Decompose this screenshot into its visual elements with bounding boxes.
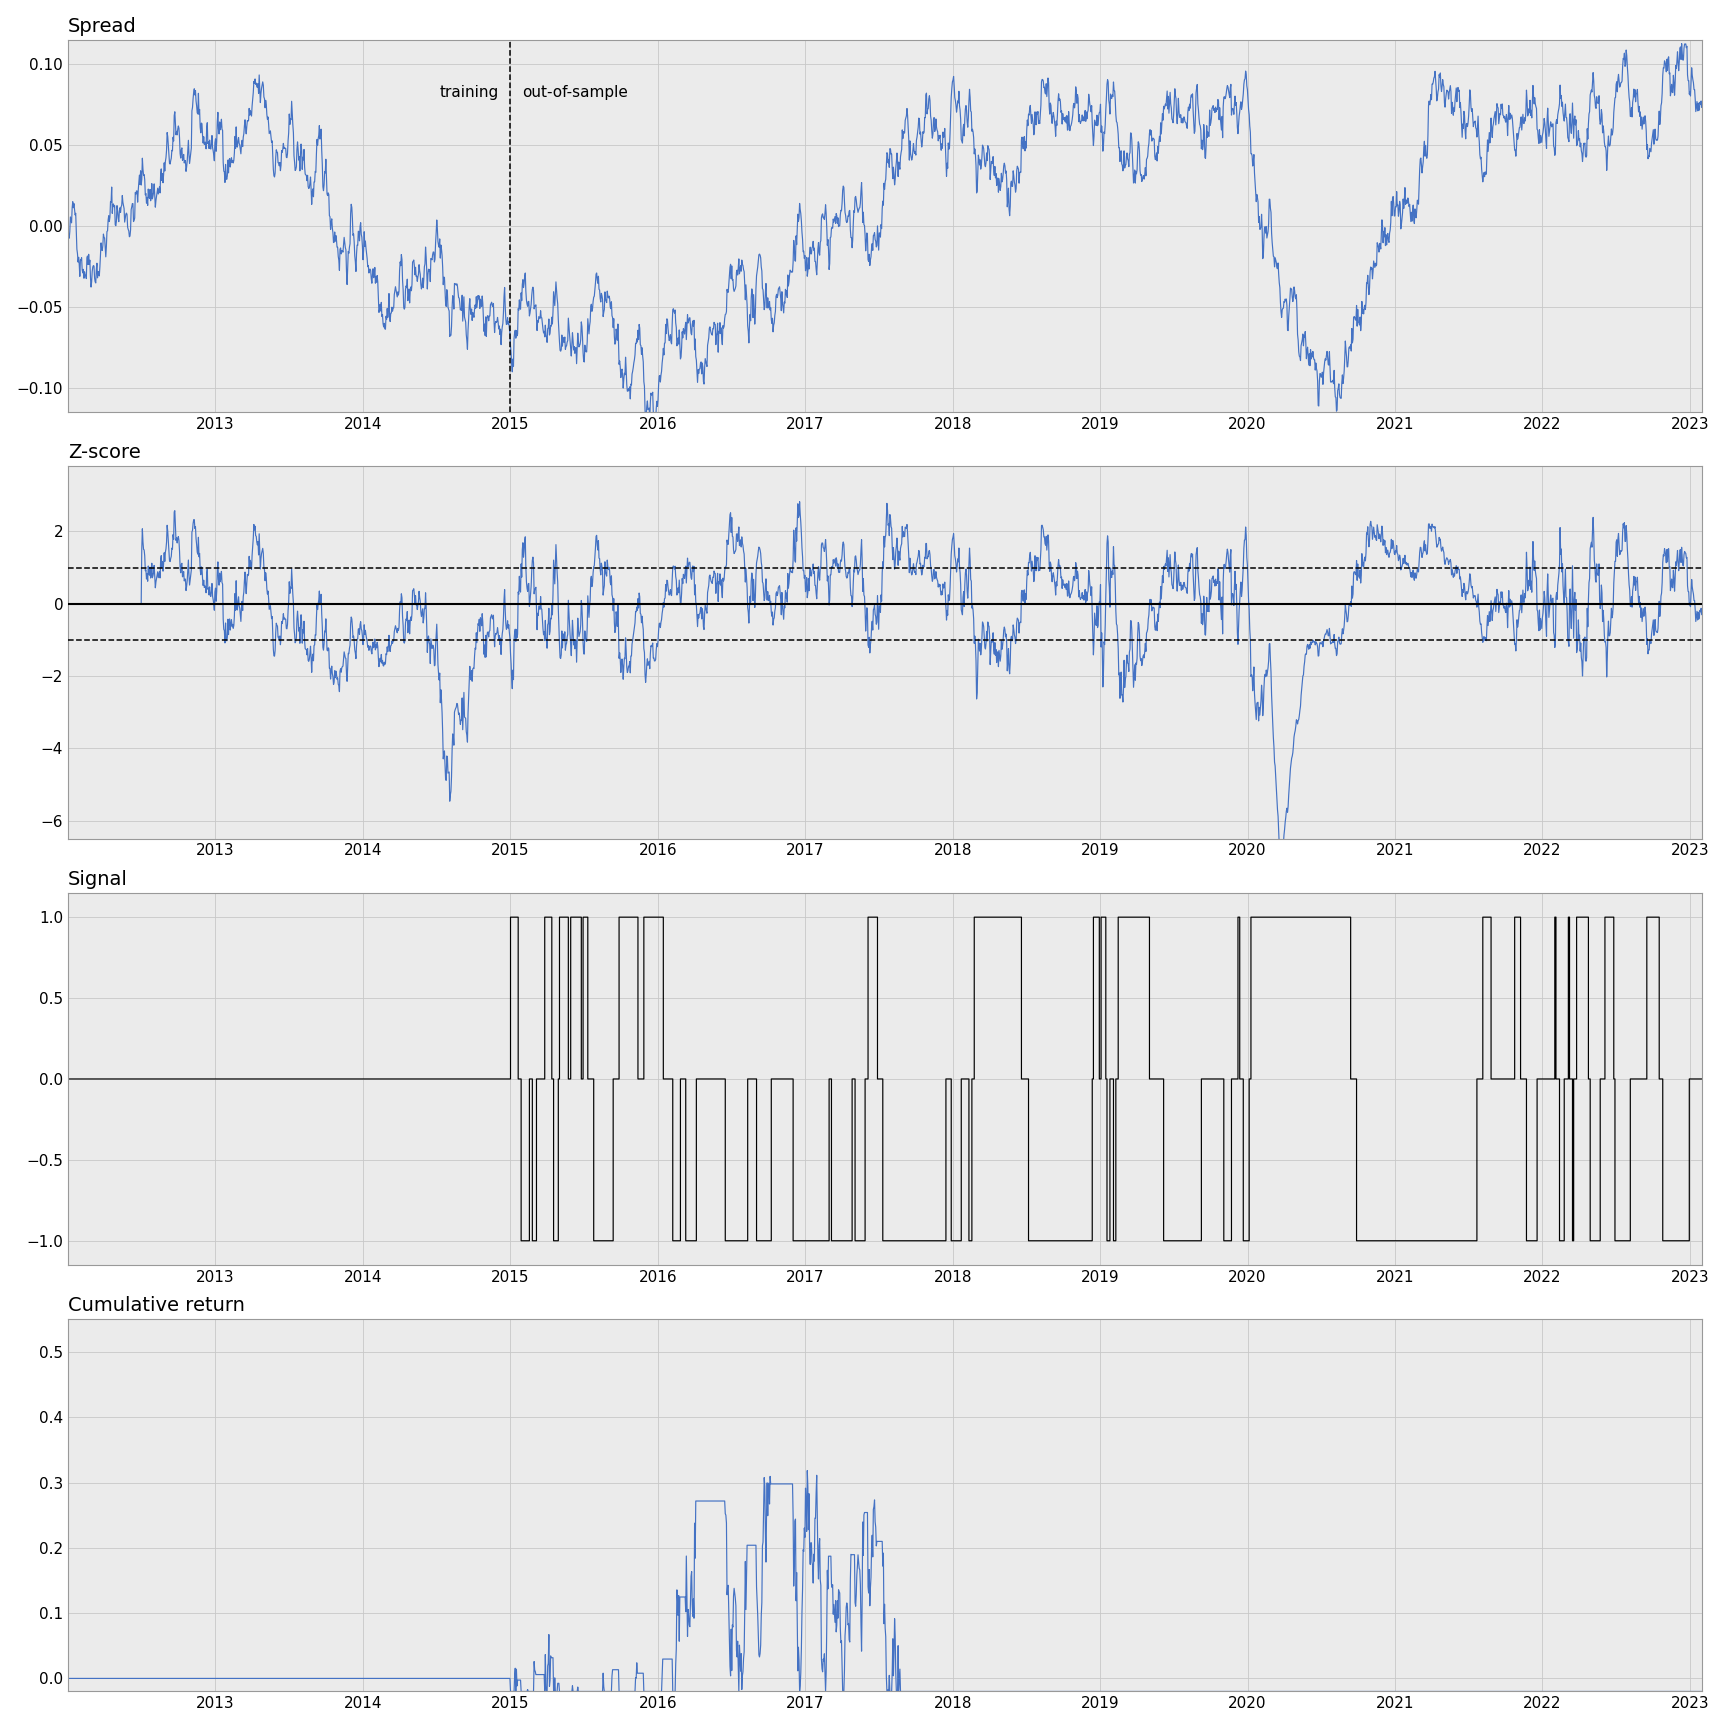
Text: training: training xyxy=(439,85,499,100)
Text: Signal: Signal xyxy=(67,869,128,888)
Text: Cumulative return: Cumulative return xyxy=(67,1296,245,1315)
Text: Z-score: Z-score xyxy=(67,442,140,461)
Text: out-of-sample: out-of-sample xyxy=(522,85,627,100)
Text: Spread: Spread xyxy=(67,17,137,36)
